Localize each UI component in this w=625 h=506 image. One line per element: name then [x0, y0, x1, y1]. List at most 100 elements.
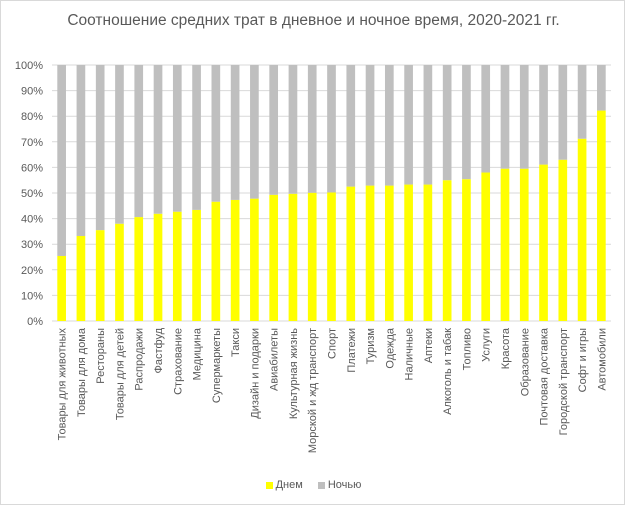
bar-day — [346, 186, 356, 321]
bar-day — [597, 110, 606, 322]
y-tick-label: 80% — [21, 111, 43, 123]
bar-day — [192, 209, 201, 321]
x-tick-label: Такси — [230, 328, 242, 357]
bar-night — [95, 65, 105, 231]
chart-title: Соотношение средних трат в дневное и ноч… — [67, 12, 560, 29]
y-tick-label: 30% — [21, 239, 43, 251]
x-tick-label: Топливо — [461, 328, 473, 370]
bar-day — [288, 193, 298, 321]
bar-day — [134, 217, 144, 321]
legend-item-night: Ночью — [317, 479, 362, 491]
x-tick-label: Авиабилеты — [269, 328, 281, 391]
bar-night — [230, 65, 240, 200]
x-tick-label: Товары для дома — [76, 327, 88, 417]
bar-night — [404, 65, 413, 185]
x-tick-label: Алкоголь и табак — [442, 328, 454, 415]
bar-day — [250, 198, 259, 321]
bar-day — [57, 255, 66, 321]
bar-night — [442, 65, 452, 181]
bar-night — [57, 65, 66, 256]
bar-day — [115, 223, 124, 321]
bar-day — [172, 211, 182, 321]
bar-day — [577, 138, 587, 321]
bar-night — [269, 65, 279, 195]
y-tick-label: 90% — [21, 86, 43, 98]
x-tick-label: Автомобили — [596, 328, 608, 391]
legend: Днем Ночью — [1, 479, 625, 492]
bar-day — [365, 185, 375, 321]
y-tick-label: 10% — [21, 290, 43, 302]
bar-night — [327, 65, 336, 193]
x-tick-label: Культурная жизнь — [288, 328, 300, 419]
bar-night — [192, 65, 201, 210]
bar-night — [577, 65, 587, 139]
x-tick-label: Наличные — [404, 328, 416, 380]
bar-night — [558, 65, 568, 160]
bar-day — [327, 192, 336, 321]
x-tick-label: Услуги — [481, 328, 493, 362]
bar-day — [539, 164, 548, 321]
bar-night — [423, 65, 433, 185]
bar-day — [404, 184, 413, 321]
legend-label-night: Ночью — [327, 479, 362, 491]
legend-label-day: Днем — [275, 479, 303, 491]
y-tick-label: 20% — [21, 265, 43, 277]
bar-night — [211, 65, 221, 202]
bar-day — [384, 185, 394, 321]
bar-night — [597, 65, 606, 111]
bar-night — [462, 65, 471, 180]
bar-night — [365, 65, 375, 186]
legend-swatch-day — [265, 481, 273, 489]
bar-night — [76, 65, 86, 237]
bar-night — [153, 65, 163, 214]
bar-day — [230, 199, 240, 321]
bar-day — [500, 168, 510, 321]
bar-day — [423, 184, 433, 321]
x-tick-label: Страхование — [172, 328, 184, 395]
bar-night — [288, 65, 298, 194]
x-tick-label: Распродажи — [134, 328, 146, 391]
bar-night — [481, 65, 491, 173]
bar-night — [384, 65, 394, 186]
bar-night — [172, 65, 182, 212]
x-tick-label: Аптеки — [423, 328, 435, 363]
x-tick-label: Медицина — [192, 327, 204, 380]
bar-day — [76, 236, 86, 321]
bar-day — [95, 230, 105, 321]
y-tick-label: 70% — [21, 137, 43, 149]
y-tick-label: 60% — [21, 162, 43, 174]
y-tick-label: 100% — [15, 60, 43, 72]
y-tick-label: 0% — [27, 316, 43, 328]
x-tick-label: Красота — [500, 327, 512, 369]
bar-day — [442, 180, 452, 321]
x-tick-label: Образование — [519, 328, 531, 396]
x-tick-label: Рестораны — [95, 328, 107, 384]
bar-day — [269, 194, 279, 321]
bar-night — [519, 65, 529, 169]
legend-swatch-night — [317, 481, 325, 489]
x-tick-label: Спорт — [327, 328, 339, 359]
y-tick-label: 50% — [21, 188, 43, 200]
bar-day — [307, 192, 317, 321]
x-tick-label: Морской и жд транспорт — [307, 328, 319, 453]
x-tick-label: Товары для животных — [57, 328, 69, 441]
bar-night — [346, 65, 356, 187]
bar-day — [462, 179, 471, 321]
bar-day — [481, 172, 491, 321]
x-tick-label: Товары для детей — [114, 328, 126, 420]
bar-night — [539, 65, 548, 165]
bar-night — [307, 65, 317, 193]
x-tick-label: Фастфуд — [153, 327, 165, 373]
bar-day — [558, 159, 568, 321]
x-tick-label: Супермаркеты — [211, 328, 223, 403]
bar-night — [115, 65, 124, 224]
bar-day — [519, 168, 529, 321]
x-tick-label: Туризм — [365, 328, 377, 364]
bar-night — [500, 65, 510, 169]
bar-night — [250, 65, 259, 199]
x-tick-label: Дизайн и подарки — [249, 328, 261, 419]
legend-item-day: Днем — [265, 479, 303, 491]
bar-night — [134, 65, 144, 218]
x-tick-label: Софт и игры — [577, 328, 589, 392]
